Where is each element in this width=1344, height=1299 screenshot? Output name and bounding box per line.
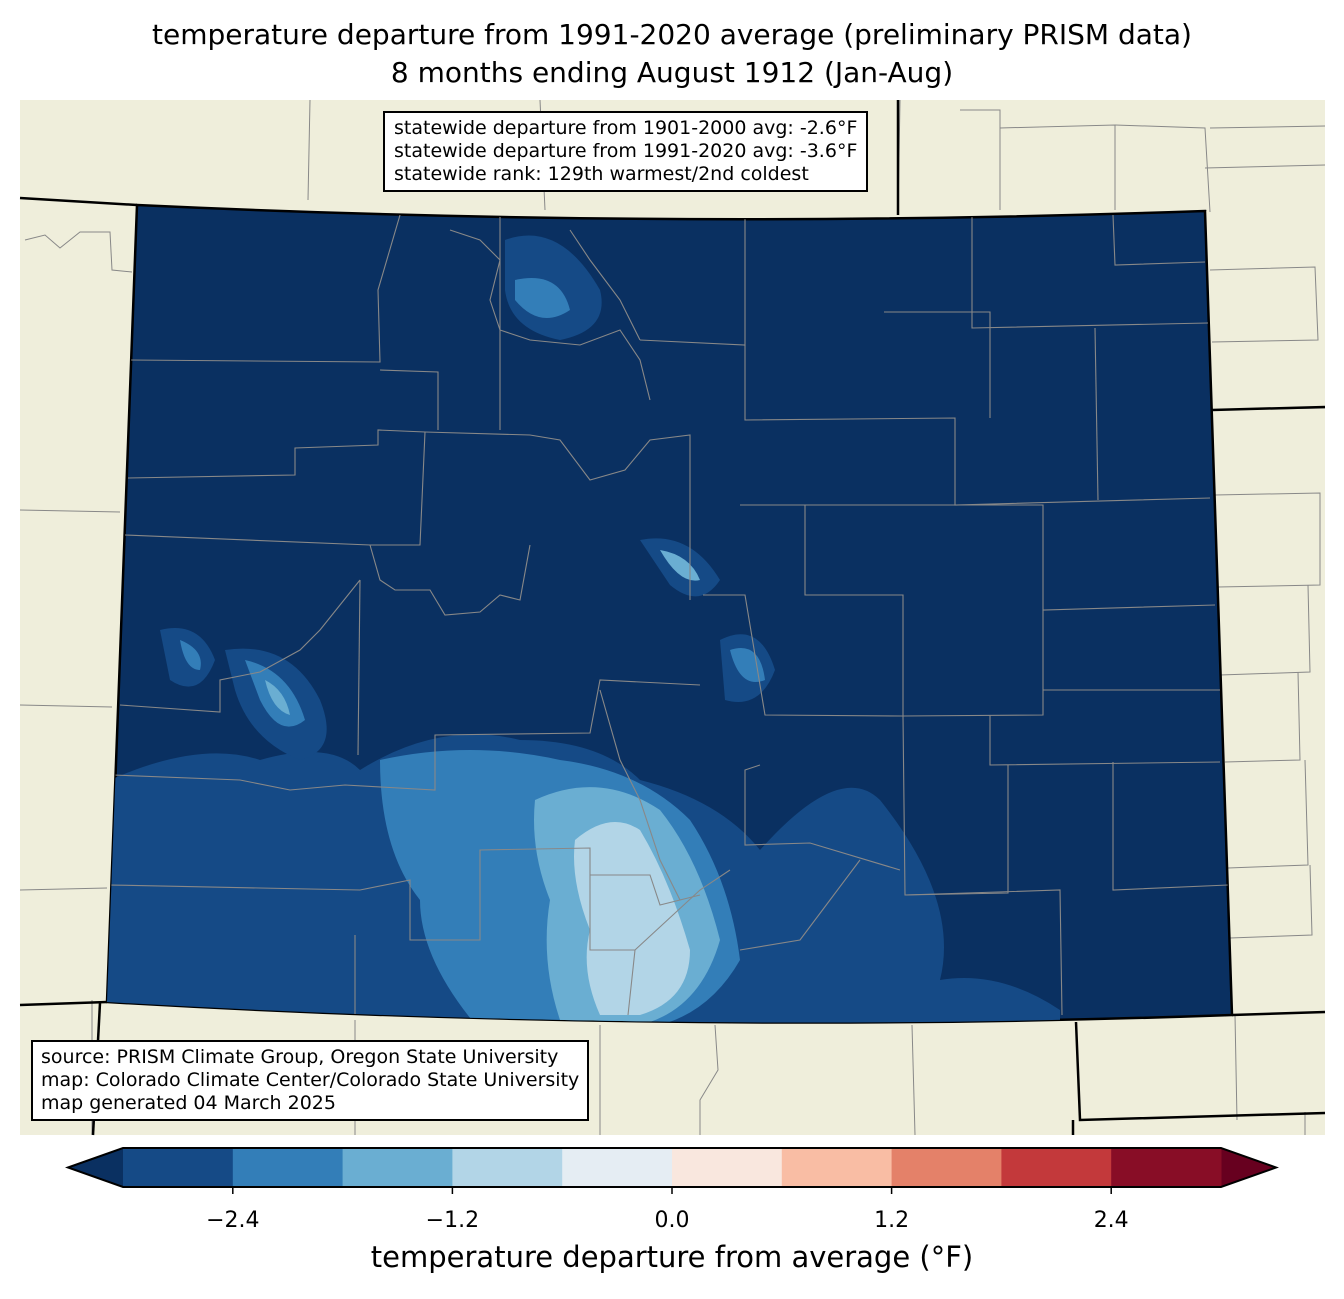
source-box: source: PRISM Climate Group, Oregon Stat… (31, 1040, 590, 1121)
colorbar-tick-label: −2.4 (206, 1208, 260, 1233)
generated-date-line: map generated 04 March 2025 (41, 1092, 336, 1114)
departure-1991-2020: statewide departure from 1991-2020 avg: … (394, 140, 858, 162)
statewide-stats-box: statewide departure from 1901-2000 avg: … (383, 111, 869, 192)
temperature-contours (107, 235, 1060, 1023)
statewide-rank: statewide rank: 129th warmest/2nd coldes… (394, 163, 809, 185)
colorbar-tick-label: 2.4 (1093, 1208, 1129, 1233)
map-title: temperature departure from 1991-2020 ave… (152, 18, 1192, 51)
colorbar-label: temperature departure from average (°F) (370, 1240, 974, 1274)
colorbar-tick-label: 0.0 (654, 1208, 690, 1233)
colorbar-tick-label: −1.2 (425, 1208, 480, 1233)
map-subtitle: 8 months ending August 1912 (Jan-Aug) (390, 56, 954, 89)
departure-1901-2000: statewide departure from 1901-2000 avg: … (394, 117, 858, 139)
map-credit-line: map: Colorado Climate Center/Colorado St… (41, 1069, 580, 1091)
colorbar-tick-label: 1.2 (874, 1208, 910, 1233)
source-line: source: PRISM Climate Group, Oregon Stat… (41, 1046, 559, 1068)
